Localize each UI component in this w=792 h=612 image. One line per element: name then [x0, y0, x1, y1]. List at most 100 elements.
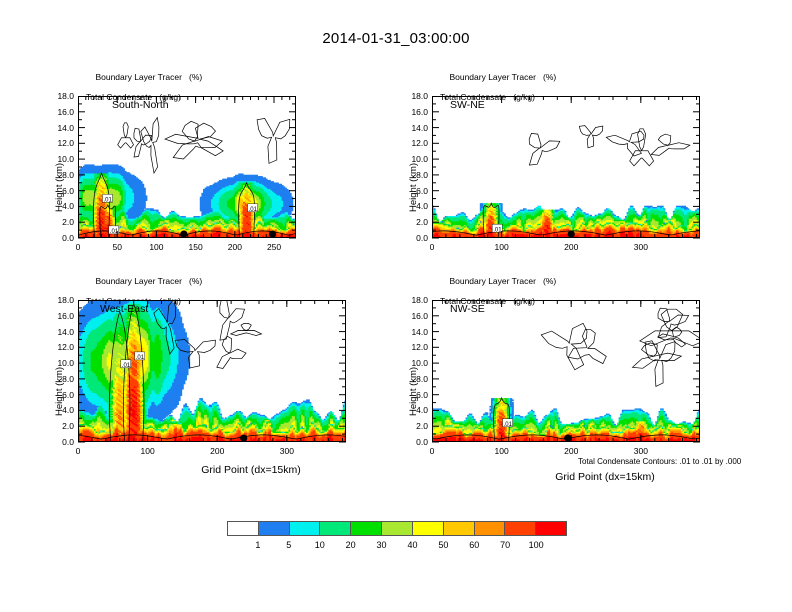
contour-cell	[105, 190, 108, 192]
contour-cell	[241, 173, 244, 176]
contour-cell	[148, 222, 151, 225]
contour-cell	[273, 182, 276, 185]
contour-cell	[271, 195, 275, 198]
contour-cell	[103, 223, 106, 226]
contour-cell	[119, 181, 122, 183]
contour-cell	[138, 232, 141, 235]
contour-cell	[199, 226, 202, 229]
contour-cell	[98, 174, 101, 177]
contour-cell	[267, 208, 270, 211]
contour-cell	[178, 225, 182, 227]
contour-cell	[270, 186, 273, 189]
contour-cell	[98, 234, 101, 236]
contour-cell	[273, 200, 276, 203]
contour-cell	[137, 230, 140, 232]
contour-cell	[113, 204, 116, 207]
contour-cell	[86, 181, 89, 183]
contour-cell	[119, 196, 122, 199]
contour-cell	[90, 192, 93, 195]
contour-cell	[271, 208, 275, 211]
contour-cell	[86, 195, 89, 198]
contour-cell	[132, 234, 135, 236]
contour-cell	[225, 204, 228, 207]
contour-cell	[225, 231, 228, 234]
contour-cell	[113, 177, 116, 180]
contour-cell	[94, 216, 97, 218]
contour-cell	[84, 212, 87, 214]
contour-cell	[89, 170, 92, 173]
contour-cell	[223, 227, 226, 230]
contour-cell	[209, 216, 212, 218]
contour-cell	[267, 185, 270, 187]
contour-cell	[215, 221, 218, 223]
contour-cell	[193, 228, 196, 231]
contour-cell	[268, 221, 271, 223]
contour-cell	[246, 212, 249, 214]
contour-cell	[167, 231, 170, 234]
contour-cell	[188, 225, 191, 227]
contour-cell	[260, 234, 263, 236]
contour-cell	[219, 191, 222, 194]
contour-cell	[204, 192, 207, 195]
contour-cell	[158, 232, 161, 235]
contour-cell	[137, 178, 140, 181]
contour-cell	[90, 188, 93, 191]
contour-cell	[209, 228, 212, 231]
contour-cell	[140, 187, 143, 190]
contour-cell	[143, 216, 146, 218]
contour-cell	[103, 222, 106, 225]
contour-cell	[90, 186, 93, 189]
contour-cell	[105, 213, 108, 216]
contour-cell	[81, 195, 84, 198]
contour-cell	[132, 187, 135, 190]
contour-cell	[267, 228, 270, 231]
contour-cell	[247, 218, 250, 221]
contour-cell	[102, 181, 105, 183]
contour-cell	[270, 209, 273, 212]
contour-cell	[211, 186, 214, 189]
contour-cell	[254, 225, 257, 227]
contour-cell	[129, 213, 132, 216]
contour-cell	[114, 172, 117, 174]
contour-cell	[201, 227, 204, 230]
contour-cell	[228, 181, 231, 183]
contour-cell	[235, 231, 238, 234]
contour-cell	[127, 195, 130, 198]
contour-cell	[132, 232, 135, 235]
contour-cell	[235, 230, 238, 232]
contour-cell	[235, 207, 238, 209]
contour-cell	[175, 216, 178, 218]
contour-cell	[236, 200, 239, 203]
contour-cell	[262, 182, 265, 185]
contour-cell	[203, 200, 206, 203]
contour-cell	[138, 216, 141, 218]
contour-cell	[238, 177, 241, 180]
contour-cell	[86, 199, 89, 202]
contour-cell	[233, 178, 236, 181]
contour-cell	[268, 212, 271, 214]
contour-cell	[196, 221, 199, 223]
contour-cell	[238, 176, 241, 178]
contour-cell	[140, 203, 143, 205]
contour-cell	[98, 188, 101, 191]
contour-cell	[142, 186, 145, 189]
contour-cell	[126, 185, 129, 187]
contour-cell	[268, 205, 271, 208]
contour-cell	[92, 165, 95, 168]
contour-cell	[169, 227, 172, 230]
contour-cell	[121, 168, 124, 171]
contour-cell	[134, 212, 137, 214]
contour-cell	[238, 205, 241, 208]
contour-cell	[92, 173, 95, 176]
contour-cell	[228, 197, 231, 200]
contour-cell	[94, 182, 97, 185]
contour-cell	[246, 221, 249, 223]
contour-cell	[116, 190, 119, 192]
contour-cell	[97, 201, 100, 204]
contour-cell	[132, 183, 135, 186]
contour-cell	[246, 187, 249, 190]
contour-cell	[129, 230, 132, 232]
contour-cell	[122, 173, 125, 176]
contour-cell	[92, 179, 95, 182]
contour-cell	[132, 223, 135, 226]
